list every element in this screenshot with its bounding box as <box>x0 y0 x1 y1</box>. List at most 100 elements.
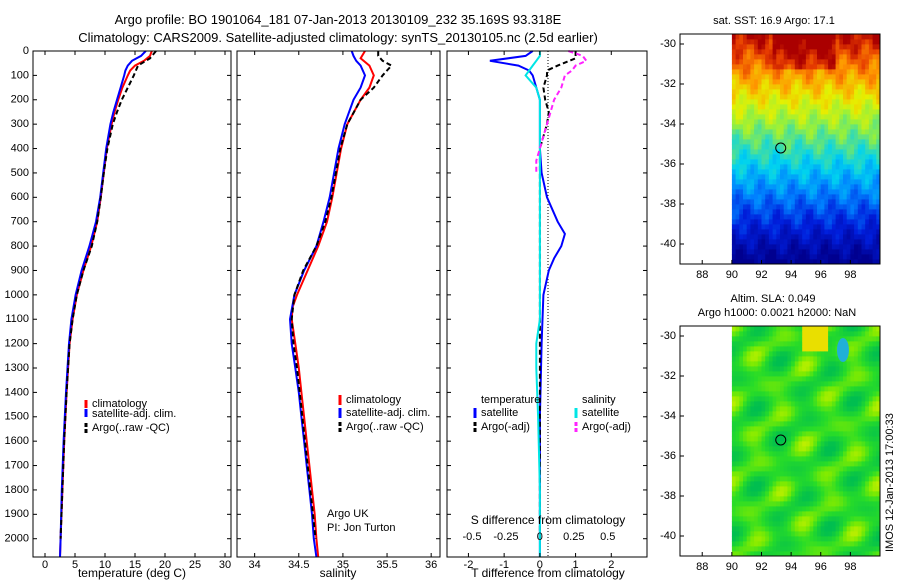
heatmap-cell <box>794 94 799 100</box>
heatmap-cell <box>757 119 762 125</box>
heatmap-cell <box>820 74 825 80</box>
heatmap-cell <box>776 99 781 105</box>
heatmap-cell <box>743 396 748 402</box>
heatmap-cell <box>809 526 814 532</box>
heatmap-cell <box>746 381 751 387</box>
heatmap-cell <box>798 351 803 357</box>
heatmap-cell <box>820 426 825 432</box>
heatmap-cell <box>857 456 862 462</box>
heatmap-cell <box>746 511 751 517</box>
heatmap-cell <box>809 336 814 342</box>
sla-map: Altim. SLA: 0.049 Argo h1000: 0.0021 h20… <box>660 293 881 573</box>
salinity-difference-tick-label: 0.5 <box>600 531 615 543</box>
heatmap-cell <box>731 54 736 60</box>
heatmap-cell <box>876 456 881 462</box>
heatmap-cell <box>783 441 788 447</box>
heatmap-cell <box>872 431 877 437</box>
heatmap-cell <box>735 536 740 542</box>
y-tick-label: 1900 <box>5 508 29 520</box>
heatmap-cell <box>731 391 736 397</box>
heatmap-cell <box>854 526 859 532</box>
heatmap-cell <box>735 461 740 467</box>
heatmap-cell <box>839 396 844 402</box>
heatmap-cell <box>768 134 773 140</box>
heatmap-cell <box>791 254 796 260</box>
heatmap-cell <box>861 184 866 190</box>
heatmap-cell <box>820 224 825 230</box>
heatmap-cell <box>820 244 825 250</box>
heatmap-cell <box>872 366 877 372</box>
heatmap-cell <box>746 124 751 130</box>
heatmap-cell <box>757 391 762 397</box>
heatmap-cell <box>780 229 785 235</box>
heatmap-cell <box>754 179 759 185</box>
heatmap-cell <box>768 336 773 342</box>
heatmap-cell <box>861 386 866 392</box>
heatmap-cell <box>861 254 866 260</box>
heatmap-cell <box>787 431 792 437</box>
heatmap-cell <box>820 411 825 417</box>
heatmap-cell <box>743 239 748 245</box>
heatmap-cell <box>817 496 822 502</box>
heatmap-cell <box>739 219 744 225</box>
heatmap-cell <box>854 189 859 195</box>
heatmap-cell <box>772 506 777 512</box>
heatmap-cell <box>805 406 810 412</box>
heatmap-cell <box>739 194 744 200</box>
heatmap-cell <box>876 134 881 140</box>
heatmap-cell <box>809 214 814 220</box>
heatmap-cell <box>761 491 766 497</box>
heatmap-cell <box>835 139 840 145</box>
heatmap-cell <box>754 386 759 392</box>
heatmap-cell <box>857 199 862 205</box>
heatmap-cell <box>757 59 762 65</box>
heatmap-cell <box>828 54 833 60</box>
heatmap-cell <box>854 336 859 342</box>
heatmap-cell <box>791 249 796 255</box>
heatmap-cell <box>787 341 792 347</box>
heatmap-cell <box>735 164 740 170</box>
heatmap-cell <box>768 214 773 220</box>
heatmap-cell <box>802 89 807 95</box>
heatmap-cell <box>787 124 792 130</box>
heatmap-cell <box>739 346 744 352</box>
heatmap-cell <box>783 194 788 200</box>
lon-tick-label: 88 <box>696 269 708 281</box>
heatmap-cell <box>780 239 785 245</box>
heatmap-cell <box>817 74 822 80</box>
lon-tick-label: 90 <box>726 269 738 281</box>
heatmap-cell <box>839 239 844 245</box>
heatmap-cell <box>868 421 873 427</box>
heatmap-cell <box>876 69 881 75</box>
heatmap-cell <box>754 94 759 100</box>
heatmap-cell <box>828 331 833 337</box>
heatmap-cell <box>735 34 740 40</box>
heatmap-cell <box>820 406 825 412</box>
heatmap-cell <box>746 234 751 240</box>
heatmap-cell <box>794 49 799 55</box>
heatmap-cell <box>743 386 748 392</box>
heatmap-cell <box>768 49 773 55</box>
heatmap-cell <box>857 466 862 472</box>
heatmap-cell <box>843 446 848 452</box>
heatmap-cell <box>835 244 840 250</box>
heatmap-cell <box>850 134 855 140</box>
heatmap-cell <box>739 234 744 240</box>
heatmap-cell <box>750 386 755 392</box>
heatmap-cell <box>780 441 785 447</box>
heatmap-cell <box>768 84 773 90</box>
heatmap-cell <box>783 254 788 260</box>
heatmap-cell <box>843 551 848 557</box>
heatmap-cell <box>780 546 785 552</box>
heatmap-cell <box>813 89 818 95</box>
heatmap-cell <box>843 174 848 180</box>
heatmap-cell <box>754 511 759 517</box>
heatmap-cell <box>768 229 773 235</box>
heatmap-cell <box>805 526 810 532</box>
heatmap-cell <box>802 411 807 417</box>
heatmap-cell <box>754 361 759 367</box>
heatmap-cell <box>828 511 833 517</box>
heatmap-cell <box>783 516 788 522</box>
heatmap-cell <box>835 361 840 367</box>
heatmap-cell <box>872 436 877 442</box>
